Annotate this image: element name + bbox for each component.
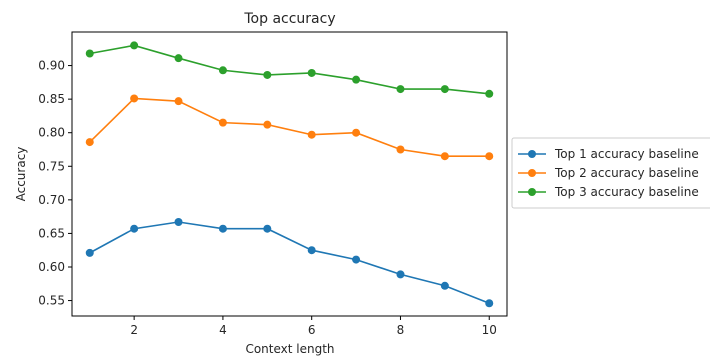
x-tick-label: 2 [130, 323, 138, 337]
data-point [174, 54, 183, 63]
legend-marker [528, 150, 536, 158]
y-tick-label: 0.70 [38, 193, 65, 207]
legend: Top 1 accuracy baseline Top 2 accuracy ba… [511, 137, 710, 209]
y-axis-label: Accuracy [14, 147, 28, 202]
data-point [174, 97, 183, 106]
x-axis-label: Context length [245, 342, 334, 356]
data-point [485, 152, 494, 161]
data-point [130, 41, 139, 50]
legend-marker [528, 188, 536, 196]
data-point [352, 255, 361, 264]
data-point [396, 85, 405, 94]
data-point [485, 299, 494, 308]
data-point [307, 130, 316, 139]
legend-label: Top 2 accuracy baseline [554, 166, 699, 180]
series-line [89, 97, 490, 158]
data-point [440, 152, 449, 161]
data-point [352, 75, 361, 84]
y-tick-label: 0.75 [38, 159, 65, 173]
data-point [263, 70, 272, 79]
data-point [440, 281, 449, 290]
series-1 [85, 218, 494, 308]
legend-item: Top 2 accuracy baseline [518, 166, 699, 180]
legend-label: Top 1 accuracy baseline [554, 147, 699, 161]
data-point [218, 224, 227, 233]
x-tick-label: 8 [397, 323, 405, 337]
data-point [307, 68, 316, 77]
data-point [440, 85, 449, 94]
data-point [396, 145, 405, 154]
data-point [396, 270, 405, 279]
y-tick-label: 0.90 [38, 59, 65, 73]
x-tick-label: 6 [308, 323, 316, 337]
x-axis-ticks: 2 4 6 8 10 [130, 316, 497, 337]
x-tick-label: 10 [482, 323, 497, 337]
data-point [307, 246, 316, 255]
series-line [89, 44, 490, 95]
series-line [89, 221, 490, 304]
series-layer [85, 41, 494, 308]
legend-item: Top 1 accuracy baseline [518, 147, 699, 161]
data-point [130, 94, 139, 103]
y-tick-label: 0.65 [38, 226, 65, 240]
legend-marker [528, 169, 536, 177]
data-point [263, 224, 272, 233]
y-axis-ticks: 0.55 0.60 0.65 0.70 0.75 0.80 0.85 0.90 [38, 59, 72, 308]
y-tick-label: 0.60 [38, 260, 65, 274]
data-point [352, 128, 361, 137]
y-tick-label: 0.85 [38, 92, 65, 106]
y-tick-label: 0.55 [38, 294, 65, 308]
data-point [85, 138, 94, 147]
legend-label: Top 3 accuracy baseline [554, 185, 699, 199]
y-tick-label: 0.80 [38, 126, 65, 140]
data-point [85, 248, 94, 257]
series-3 [85, 41, 494, 98]
x-tick-label: 4 [219, 323, 227, 337]
data-point [174, 218, 183, 227]
data-point [218, 118, 227, 127]
data-point [218, 66, 227, 75]
data-point [485, 89, 494, 98]
chart-title: Top accuracy [243, 11, 335, 27]
data-point [130, 224, 139, 233]
legend-item: Top 3 accuracy baseline [518, 185, 699, 199]
legend-box [511, 137, 710, 209]
series-2 [85, 94, 494, 161]
data-point [263, 120, 272, 129]
data-point [85, 49, 94, 58]
plot-area-frame [71, 31, 508, 317]
